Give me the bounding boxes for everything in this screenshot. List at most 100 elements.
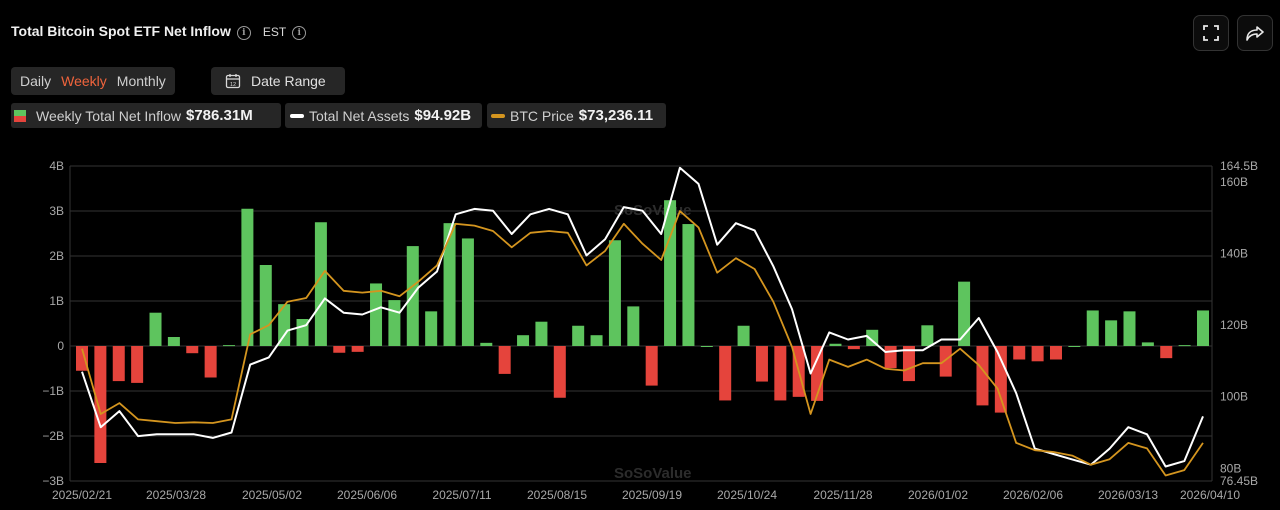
x-tick-label: 2025/07/11 <box>432 488 491 502</box>
chart-title: Total Bitcoin Spot ETF Net Inflow i EST i <box>11 23 307 40</box>
x-tick-label: 2025/10/24 <box>717 488 777 502</box>
x-tick-label: 2025/02/21 <box>52 488 112 502</box>
inflow-bar <box>461 238 474 346</box>
series-lines <box>81 166 1204 477</box>
inflow-bar <box>425 311 438 346</box>
inflow-bar <box>1049 346 1062 360</box>
inflow-bar <box>572 325 585 346</box>
inflow-bar <box>370 283 383 346</box>
watermark-bottom: SoSoValue <box>614 465 692 482</box>
left-tick-label: 0 <box>57 339 64 353</box>
right-tick-label: 80B <box>1220 461 1241 475</box>
inflow-bar <box>498 346 511 374</box>
tab-monthly[interactable]: Monthly <box>116 73 166 89</box>
inflow-bar <box>535 321 548 346</box>
chart-title-text: Total Bitcoin Spot ETF Net Inflow <box>11 23 231 39</box>
inflow-bar <box>921 325 934 346</box>
inflow-bar <box>976 346 989 406</box>
price-legend-line-icon <box>491 113 505 118</box>
legend-inflow-label: Weekly Total Net Inflow <box>36 107 181 124</box>
x-tick-label: 2025/06/06 <box>337 488 397 502</box>
date-range-label: Date Range <box>251 73 326 89</box>
x-tick-label: 2025/08/15 <box>527 488 587 502</box>
inflow-bar <box>608 240 621 346</box>
inflow-bar <box>847 346 860 350</box>
inflow-bar <box>719 346 732 401</box>
left-tick-label: 1B <box>49 294 64 308</box>
period-selector: Daily Weekly Monthly <box>11 67 175 95</box>
legend-price-value: $73,236.11 <box>578 107 654 124</box>
inflow-bar <box>829 343 842 346</box>
inflow-bar <box>627 306 640 346</box>
inflow-bar <box>737 325 750 346</box>
inflow-bar <box>994 346 1007 413</box>
inflow-bar <box>259 265 272 346</box>
inflow-bar <box>1178 345 1191 347</box>
calendar-icon: 12 <box>225 74 241 89</box>
x-tick-label: 2025/09/19 <box>622 488 682 502</box>
timezone-info-icon[interactable]: i <box>292 26 307 40</box>
inflow-bar <box>223 345 236 347</box>
share-button[interactable] <box>1237 15 1273 51</box>
fullscreen-button[interactable] <box>1193 15 1229 51</box>
inflow-bar <box>278 304 291 346</box>
inflow-bar <box>1013 346 1026 360</box>
legend-assets[interactable]: Total Net Assets $94.92B <box>285 103 482 128</box>
legend-inflow[interactable]: Weekly Total Net Inflow $786.31M <box>11 103 281 128</box>
fullscreen-icon <box>1203 25 1219 41</box>
inflow-bar <box>443 223 456 346</box>
inflow-bar <box>314 222 327 346</box>
legend-inflow-value: $786.31M <box>186 107 253 124</box>
tab-daily[interactable]: Daily <box>20 73 52 89</box>
date-range-button[interactable]: 12 Date Range <box>211 67 345 95</box>
inflow-bar <box>1086 310 1099 346</box>
inflow-legend-swatch-icon <box>14 109 26 122</box>
inflow-bar <box>149 312 162 346</box>
x-tick-label: 2025/05/02 <box>242 488 302 502</box>
legend-price[interactable]: BTC Price $73,236.11 <box>487 103 666 128</box>
inflow-bar <box>351 346 364 352</box>
inflow-bar <box>664 200 677 346</box>
inflow-bar <box>186 346 199 354</box>
x-tick-label: 2026/01/02 <box>908 488 968 502</box>
inflow-bar <box>94 346 107 463</box>
left-tick-label: 2B <box>49 249 64 263</box>
inflow-bar <box>388 300 401 346</box>
x-tick-label: 2025/11/28 <box>813 488 872 502</box>
x-axis-ticks: 2025/02/21 2025/03/28 2025/05/02 2025/06/06… <box>52 488 1240 502</box>
inflow-bar <box>645 346 658 386</box>
inflow-bar <box>553 346 566 398</box>
inflow-bars <box>76 200 1209 463</box>
inflow-bar <box>76 346 88 371</box>
tab-weekly[interactable]: Weekly <box>61 73 107 89</box>
watermark-group: SoSoValue SoSoValue <box>614 202 692 482</box>
x-tick-label: 2026/04/10 <box>1180 488 1240 502</box>
inflow-bar <box>682 224 695 346</box>
right-tick-label: 140B <box>1220 247 1248 261</box>
left-tick-label: −3B <box>42 474 64 488</box>
inflow-bar <box>590 335 603 346</box>
legend-assets-value: $94.92B <box>414 107 472 124</box>
inflow-bar <box>241 208 254 346</box>
legend-price-label: BTC Price <box>510 107 574 124</box>
inflow-bar <box>204 346 217 378</box>
right-tick-label: 164.5B <box>1220 159 1258 173</box>
inflow-bar <box>131 346 144 383</box>
inflow-bar <box>1068 346 1081 347</box>
inflow-bar <box>517 335 530 346</box>
inflow-bar <box>755 346 768 382</box>
timezone-label: EST <box>262 25 287 39</box>
inflow-bar <box>480 342 493 346</box>
share-icon <box>1246 26 1264 41</box>
info-icon[interactable]: i <box>236 26 251 40</box>
left-tick-label: −1B <box>42 384 64 398</box>
inflow-bar <box>1197 310 1209 346</box>
total-net-assets-line <box>81 166 1204 468</box>
left-tick-label: 4B <box>49 159 64 173</box>
inflow-bar <box>333 346 346 353</box>
inflow-bar <box>700 346 713 347</box>
right-tick-label: 100B <box>1220 390 1248 404</box>
svg-text:12: 12 <box>230 82 236 88</box>
inflow-bar <box>958 281 971 346</box>
